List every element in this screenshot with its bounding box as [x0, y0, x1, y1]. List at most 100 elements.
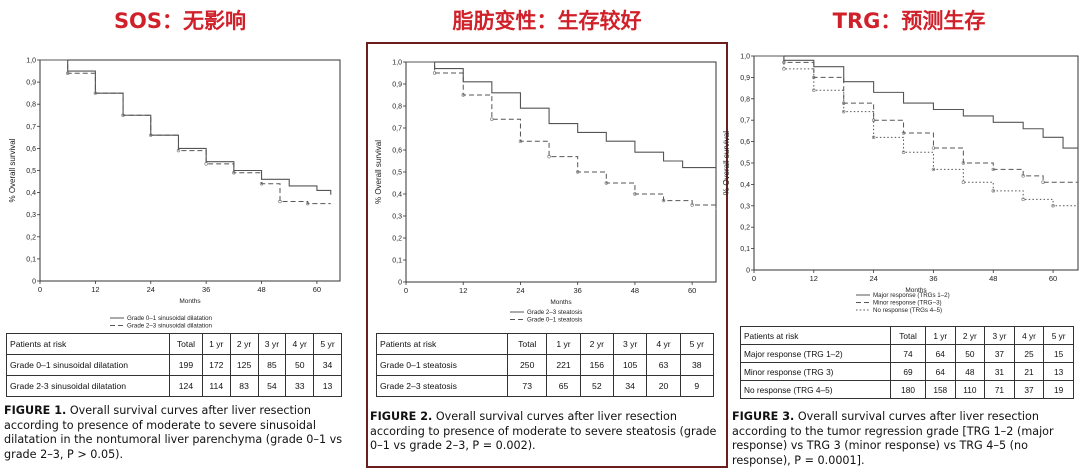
censor-mark — [604, 181, 609, 185]
y-tick-label: 0,4 — [26, 190, 36, 197]
y-axis-label: % Overall survival — [722, 131, 731, 195]
y-tick-label: 1,0 — [26, 58, 36, 65]
risk-cell: 71 — [984, 380, 1015, 399]
y-tick-label: 0,1 — [740, 246, 750, 253]
survival-curve-2 — [754, 55, 1078, 183]
survival-curve-2 — [406, 61, 717, 210]
censor-mark — [901, 131, 906, 135]
y-tick-label: 0,8 — [740, 96, 750, 103]
censor-mark — [65, 71, 70, 75]
x-tick-label: 60 — [1049, 274, 1057, 283]
censor-mark — [633, 192, 637, 196]
y-tick-label: 1,0 — [392, 60, 402, 67]
risk-header-cell: 5 yr — [313, 333, 342, 355]
survival-curve-3 — [754, 55, 1078, 207]
y-tick-label: 0,9 — [392, 82, 402, 89]
censor-mark — [93, 91, 98, 95]
risk-cell: 25 — [1013, 344, 1045, 363]
y-axis-label: % Overall survival — [374, 140, 383, 204]
risk-row: Grade 2-3 sinusoidal dilatation 124 114 … — [5, 375, 342, 397]
censor-mark — [547, 154, 551, 159]
censor-mark — [931, 167, 936, 172]
risk-table-3: Patients at risk Total 1 yr 2 yr 3 yr 4 … — [739, 326, 1074, 399]
x-tick-label: 24 — [516, 286, 524, 295]
risk-header-cell: Total — [890, 326, 926, 345]
survival-chart-1: 0 0,1 0,2 0,3 0,4 0,5 0,6 0,7 0,8 0,9 1,0 0 12 24 36 48… — [8, 58, 341, 330]
legend-label-3: No response (TRGs 4–5) — [873, 307, 942, 314]
risk-row: Grade 0–1 steatosis 250 221 156 105 63 3… — [375, 354, 715, 376]
legend-label-2: Grade 2–3 sinusoidal dilatation — [127, 323, 213, 330]
risk-cell: 199 — [169, 354, 203, 376]
risk-cell: 31 — [984, 362, 1015, 381]
risk-header-cell: Total — [169, 333, 203, 355]
censor-mark — [176, 148, 181, 153]
censor-mark — [812, 88, 816, 92]
y-tick-label: 0 — [746, 268, 750, 275]
y-tick-label: 0,3 — [392, 214, 402, 221]
risk-header-cell: 3 yr — [984, 326, 1015, 345]
y-tick-label: 0,9 — [26, 80, 36, 87]
risk-cell: 13 — [1043, 362, 1074, 381]
censor-mark — [1051, 204, 1055, 208]
risk-cell: 125 — [229, 354, 259, 376]
y-tick-label: 0,9 — [740, 75, 750, 82]
x-tick-label: 36 — [574, 286, 582, 295]
x-tick-label: 48 — [257, 285, 265, 294]
legend-label-1: Major response (TRGs 1–2) — [873, 292, 950, 299]
risk-cell: 34 — [313, 354, 342, 376]
legend-label-2: Minor response (TRG−3) — [873, 300, 942, 307]
y-tick-label: 0,7 — [26, 124, 36, 131]
x-tick-label: 48 — [631, 286, 639, 295]
risk-cell: 180 — [890, 380, 926, 399]
header-sos: SOS：无影响 — [113, 9, 247, 33]
risk-header-cell: 4 yr — [1013, 326, 1045, 345]
x-tick-label: 60 — [313, 285, 321, 294]
censor-mark — [961, 180, 966, 184]
risk-cell: 124 — [169, 375, 203, 397]
header-steatosis: 脂肪变性：生存较好 — [452, 9, 642, 33]
x-tick-label: 0 — [38, 285, 42, 294]
y-tick-label: 0,2 — [392, 236, 402, 243]
risk-cell: 64 — [924, 344, 956, 363]
x-axis-label: Months — [905, 287, 927, 294]
risk-cell: 20 — [646, 375, 681, 397]
figure-panel-2: 0 0,1 0,2 0,3 0,4 0,5 0,6 0,7 0,8 0,9 1,0 0 12 24 36 48… — [366, 42, 728, 468]
x-tick-label: 36 — [929, 274, 937, 283]
y-tick-label: 0,5 — [26, 168, 36, 175]
risk-row: Grade 2–3 steatosis 73 65 52 34 20 9 — [375, 375, 715, 397]
y-tick-label: 0,3 — [26, 212, 36, 219]
risk-row: Grade 0–1 sinusoidal dilatation 199 172 … — [5, 354, 342, 376]
risk-cell: Grade 2-3 sinusoidal dilatation — [5, 375, 171, 397]
survival-curve-2 — [40, 59, 331, 205]
risk-header-cell: 1 yr — [546, 333, 581, 355]
risk-header-cell: 4 yr — [285, 333, 315, 355]
y-tick-label: 0 — [398, 280, 402, 287]
censor-mark — [1021, 197, 1025, 202]
risk-header-cell: Patients at risk — [5, 333, 171, 355]
censor-mark — [991, 189, 995, 193]
plot-frame — [753, 55, 1079, 271]
censor-mark — [149, 133, 153, 137]
risk-table-2: Patients at risk Total 1 yr 2 yr 3 yr 4 … — [375, 333, 715, 397]
risk-cell: 38 — [679, 354, 715, 376]
y-tick-label: 0,2 — [26, 234, 36, 241]
risk-cell: 50 — [954, 344, 986, 363]
risk-table-1: Patients at risk Total 1 yr 2 yr 3 yr 4 … — [5, 333, 342, 397]
caption-text: Overall survival curves after liver rese… — [4, 404, 343, 461]
figure-panel-1: 0 0,1 0,2 0,3 0,4 0,5 0,6 0,7 0,8 0,9 1,0 0 12 24 36 48… — [0, 48, 352, 466]
legend-label-1: Grade 2–3 steatosis — [527, 309, 582, 316]
censor-mark — [121, 113, 125, 117]
x-tick-label: 60 — [688, 286, 696, 295]
y-tick-label: 1,0 — [740, 54, 750, 61]
risk-cell: 15 — [1043, 344, 1074, 363]
censor-mark — [259, 182, 264, 186]
censor-mark — [690, 203, 694, 207]
x-tick-label: 48 — [989, 274, 997, 283]
x-tick-label: 12 — [459, 286, 467, 295]
y-axis-label: % Overall survival — [8, 138, 17, 202]
x-axis-label: Months — [550, 299, 572, 306]
censor-mark — [842, 109, 846, 114]
risk-cell: 13 — [313, 375, 342, 397]
risk-cell: 65 — [546, 375, 581, 397]
x-axis-label: Months — [179, 298, 201, 305]
